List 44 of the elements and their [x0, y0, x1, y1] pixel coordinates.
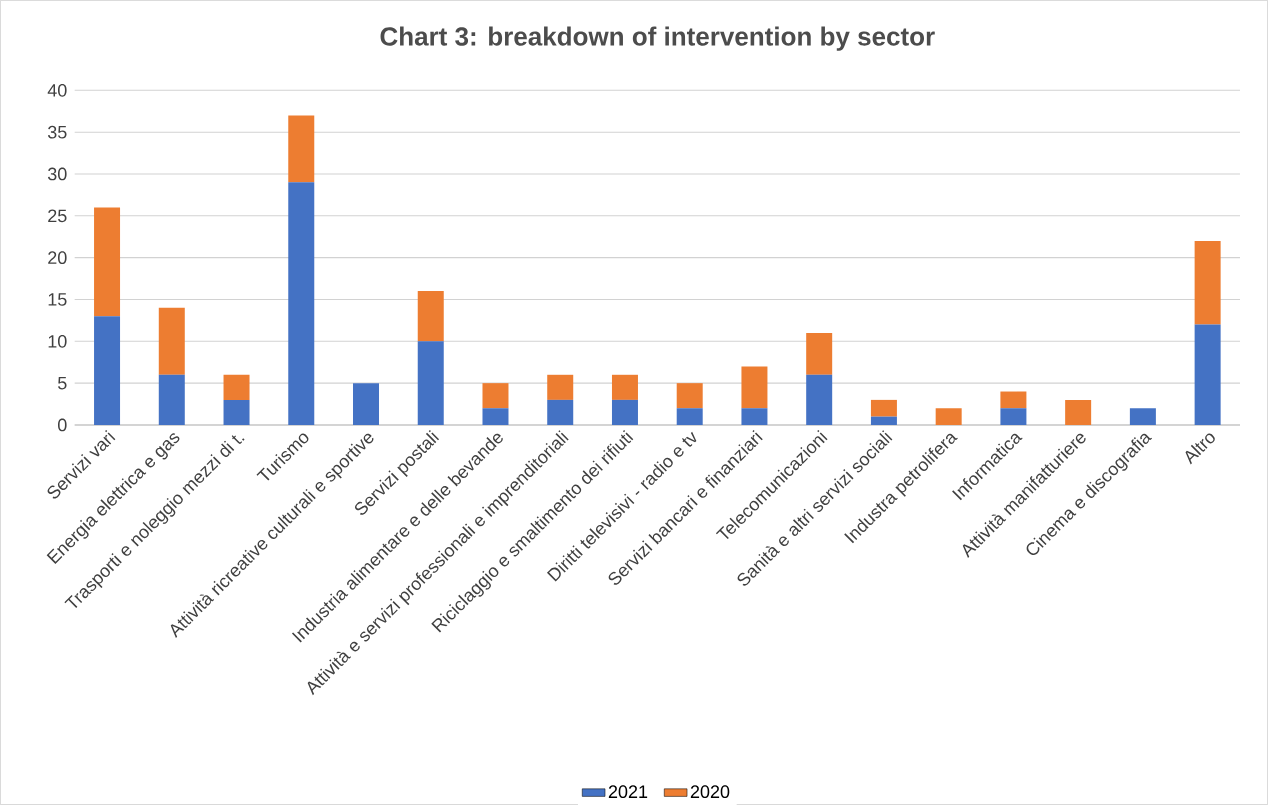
bar — [1065, 399, 1092, 425]
bar — [417, 291, 444, 342]
y-tick-label: 35 — [47, 125, 67, 139]
y-tick-label: 5 — [58, 376, 67, 390]
bar — [935, 408, 962, 425]
bar — [741, 408, 768, 425]
bar — [1129, 408, 1156, 425]
bar — [741, 366, 768, 409]
bar — [1194, 324, 1221, 425]
bar — [547, 399, 574, 425]
bar — [288, 182, 315, 425]
bar — [806, 374, 833, 425]
y-tick-label: 15 — [48, 293, 67, 306]
bar — [288, 115, 315, 183]
bar — [1194, 240, 1221, 325]
bar — [158, 374, 185, 425]
bar — [806, 332, 833, 375]
bar — [870, 399, 897, 417]
bar — [611, 374, 638, 400]
bar — [94, 316, 121, 425]
y-tick-label: 0 — [58, 418, 67, 432]
bar — [94, 207, 121, 317]
y-tick-label: 40 — [47, 83, 67, 97]
bar — [547, 374, 574, 400]
y-tick-label: 25 — [48, 209, 67, 223]
bar — [417, 341, 444, 425]
legend-label: 2020 — [690, 785, 730, 798]
bar — [870, 416, 897, 425]
bar — [223, 374, 250, 400]
bar — [482, 383, 509, 409]
bar — [611, 399, 638, 425]
chart-title: Chart 3: breakdown of intervention by sector — [380, 26, 935, 51]
bar — [676, 383, 703, 409]
y-tick-label: 30 — [47, 167, 67, 181]
y-tick-label: 20 — [48, 251, 67, 264]
bar — [676, 408, 703, 425]
legend-label: 2021 — [608, 785, 648, 798]
y-tick-label: 10 — [48, 334, 67, 348]
bar — [353, 383, 380, 425]
bar — [223, 399, 250, 425]
bar — [158, 307, 185, 375]
bar — [1000, 391, 1027, 409]
bar — [482, 408, 509, 425]
bar — [1000, 408, 1027, 425]
